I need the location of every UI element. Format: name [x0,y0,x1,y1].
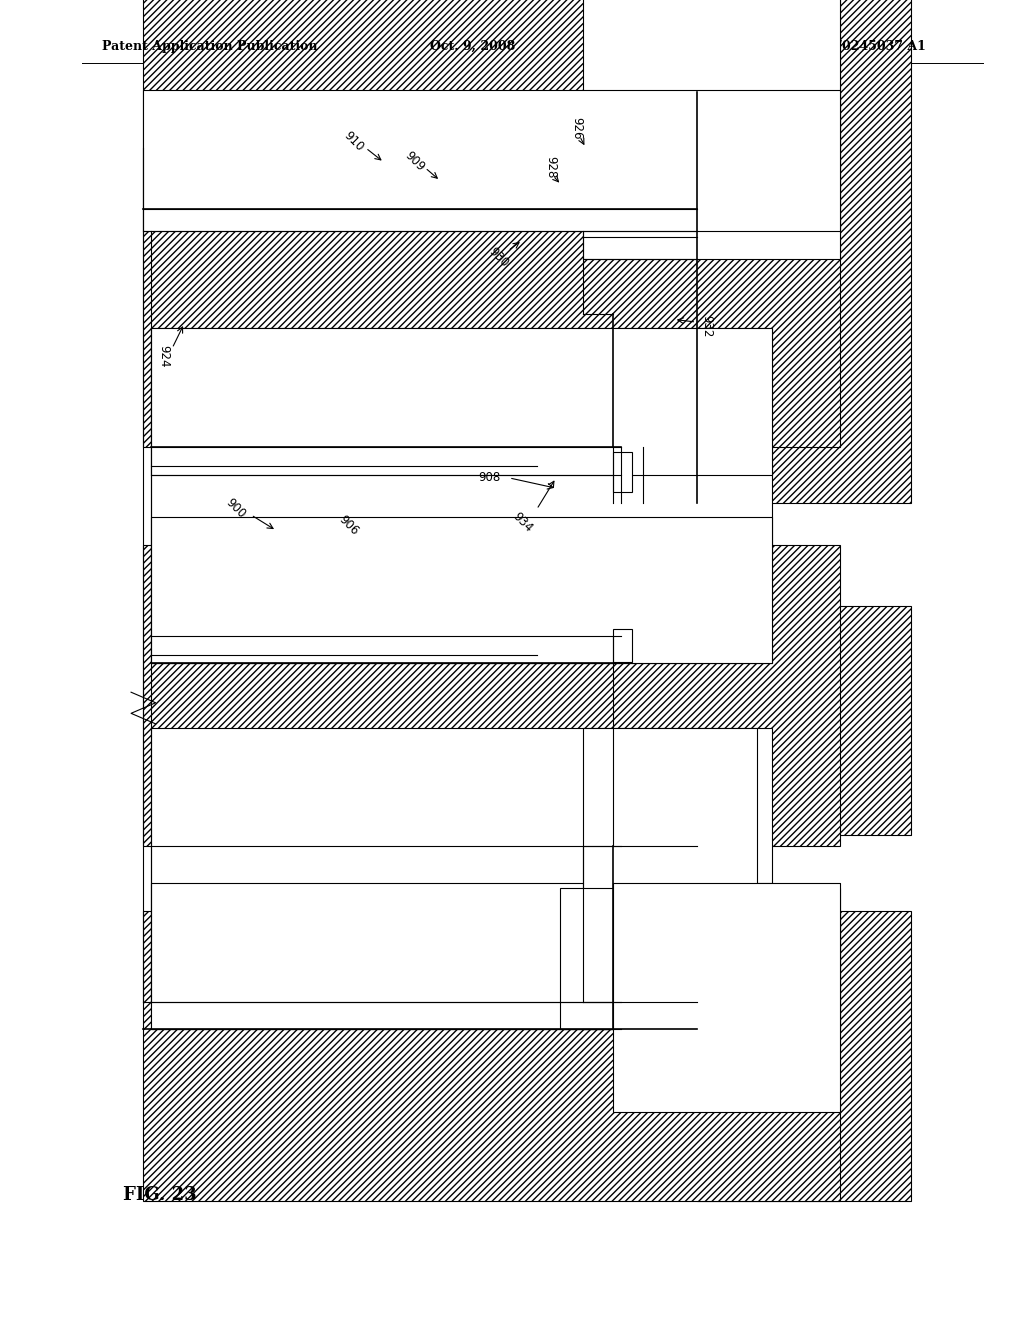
Bar [583,0,840,259]
Bar [583,727,757,1002]
Text: 928: 928 [545,157,557,178]
Text: Patent Application Publication: Patent Application Publication [102,40,317,53]
Bar [143,0,840,447]
Bar [151,883,772,1030]
Text: 926: 926 [570,116,583,140]
Text: 930: 930 [486,246,511,269]
Bar [151,727,772,1030]
Text: 909: 909 [402,149,427,173]
Text: Sheet 22 of 23: Sheet 22 of 23 [594,40,695,53]
Text: 910: 910 [341,129,366,153]
Text: FIG. 23: FIG. 23 [123,1185,197,1204]
Bar [560,888,840,1030]
Bar [613,631,630,663]
Bar [613,451,632,491]
Text: 924: 924 [158,345,170,368]
Bar [696,0,911,503]
Bar [621,454,634,483]
Text: US 2008/0245037 A1: US 2008/0245037 A1 [778,40,926,53]
Bar [143,90,840,231]
Bar [151,329,772,475]
Bar [151,517,772,664]
Text: 932: 932 [700,315,713,337]
Bar [560,891,840,1030]
Text: 906: 906 [336,513,360,537]
Bar [621,631,634,660]
Bar [151,329,772,664]
Bar [143,911,840,1201]
Bar [613,883,840,1113]
Text: Oct. 9, 2008: Oct. 9, 2008 [430,40,515,53]
Text: 908: 908 [478,471,501,484]
Bar [696,911,911,1201]
Text: 900: 900 [223,496,248,520]
Text: 934: 934 [510,511,535,535]
Bar [613,883,840,1113]
Bar [696,606,911,836]
Bar [613,630,632,663]
Bar [143,545,840,846]
